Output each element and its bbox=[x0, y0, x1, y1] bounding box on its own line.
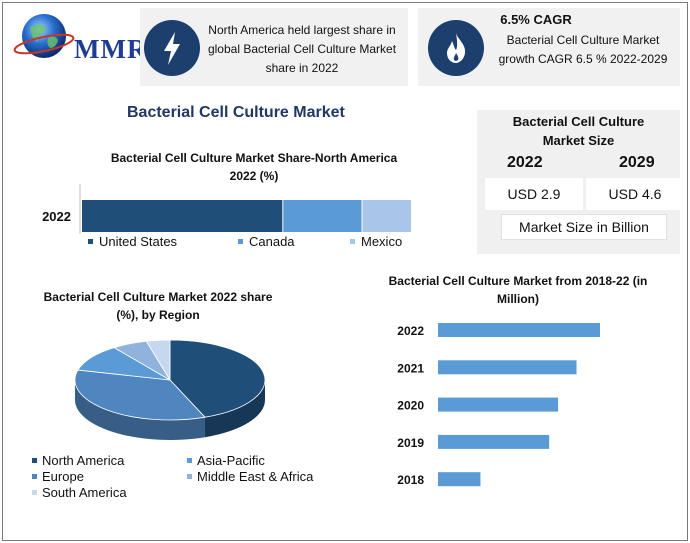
legend-swatch bbox=[187, 474, 192, 479]
globe-icon bbox=[13, 14, 75, 58]
region-share-title: Bacterial Cell Culture Market 2022 share… bbox=[43, 290, 273, 322]
market-trend-bar-chart: 2022 2021 2020 2019 2018 bbox=[397, 323, 600, 487]
pie-side-europe bbox=[75, 380, 205, 440]
legend-item-united-states: United States bbox=[88, 234, 177, 249]
north-america-share-title: Bacterial Cell Culture Market Share-Nort… bbox=[110, 151, 398, 183]
year-2022: 2022 bbox=[507, 154, 543, 171]
region-share-pie-chart bbox=[74, 339, 266, 440]
legend-item-middle-east-africa: Middle East & Africa bbox=[187, 469, 313, 484]
bar-segment-canada bbox=[283, 200, 362, 232]
market-size-title: Bacterial Cell Culture Market Size bbox=[512, 114, 645, 148]
legend-item-mexico: Mexico bbox=[350, 234, 402, 249]
bar-segment-mexico bbox=[362, 200, 411, 232]
legend-swatch bbox=[187, 458, 192, 463]
pie-slice-north-america bbox=[169, 339, 266, 418]
cagr-heading: 6.5% CAGR bbox=[500, 12, 572, 27]
insight-text: North America held largest share in glob… bbox=[207, 23, 397, 75]
year-label-2018: 2018 bbox=[397, 473, 424, 487]
legend-label: Middle East & Africa bbox=[197, 469, 314, 484]
legend-item-south-america: South America bbox=[32, 485, 127, 500]
market-size-panel: Bacterial Cell Culture Market Size 2022 … bbox=[477, 110, 684, 254]
year-label-2021: 2021 bbox=[397, 361, 424, 375]
bar-2021 bbox=[438, 360, 577, 375]
market-size-unit: Market Size in Billion bbox=[501, 214, 667, 240]
legend-swatch bbox=[88, 239, 93, 244]
year-label-2022: 2022 bbox=[397, 324, 424, 338]
bar-2022 bbox=[438, 323, 600, 337]
insight-card-north-america: North America held largest share in glob… bbox=[140, 8, 408, 86]
bar-segment-united-states bbox=[82, 200, 283, 232]
year-label-2020: 2020 bbox=[397, 399, 424, 413]
legend-label: Mexico bbox=[361, 234, 403, 249]
legend-swatch bbox=[32, 474, 37, 479]
legend-swatch bbox=[238, 239, 243, 244]
bar-2020 bbox=[438, 397, 559, 412]
lightning-bolt-icon bbox=[144, 20, 200, 76]
legend-label: Asia-Pacific bbox=[197, 453, 265, 468]
legend-label: Canada bbox=[249, 234, 295, 249]
insight-card-cagr: 6.5% CAGR Bacterial Cell Culture Market … bbox=[418, 8, 680, 86]
flame-icon bbox=[428, 20, 484, 76]
pie-slice-south-america bbox=[145, 339, 171, 382]
legend-item-north-america: North America bbox=[32, 453, 124, 468]
cagr-text: Bacterial Cell Culture Market growth CAG… bbox=[498, 33, 668, 66]
legend-swatch bbox=[32, 490, 37, 495]
bar-2019 bbox=[438, 434, 550, 449]
legend-swatch bbox=[32, 458, 37, 463]
legend-label: Europe bbox=[42, 469, 84, 484]
legend-item-europe: Europe bbox=[32, 469, 84, 484]
value-2029: USD 4.6 bbox=[586, 178, 684, 210]
legend-item-asia-pacific: Asia-Pacific bbox=[187, 453, 265, 468]
legend-label: South America bbox=[42, 485, 127, 500]
logo-text: MMR bbox=[74, 34, 148, 64]
mmr-logo: MMR bbox=[12, 8, 146, 68]
legend-label: North America bbox=[42, 453, 125, 468]
pie-slice-asia-pacific bbox=[77, 347, 171, 381]
legend-label: United States bbox=[99, 234, 178, 249]
market-trend-title: Bacterial Cell Culture Market from 2018-… bbox=[388, 274, 648, 306]
legend-item-canada: Canada bbox=[238, 234, 295, 249]
bar-2018 bbox=[438, 472, 481, 487]
value-2022: USD 2.9 bbox=[485, 178, 583, 210]
pie-side-north-america bbox=[204, 380, 265, 438]
year-label-2019: 2019 bbox=[397, 436, 424, 450]
main-title: Bacterial Cell Culture Market bbox=[127, 104, 345, 121]
year-2029: 2029 bbox=[619, 154, 655, 171]
category-label: 2022 bbox=[42, 209, 71, 224]
north-america-share-chart: 2022 bbox=[42, 184, 411, 234]
legend-swatch bbox=[350, 239, 355, 244]
pie-slice-europe bbox=[74, 369, 206, 421]
